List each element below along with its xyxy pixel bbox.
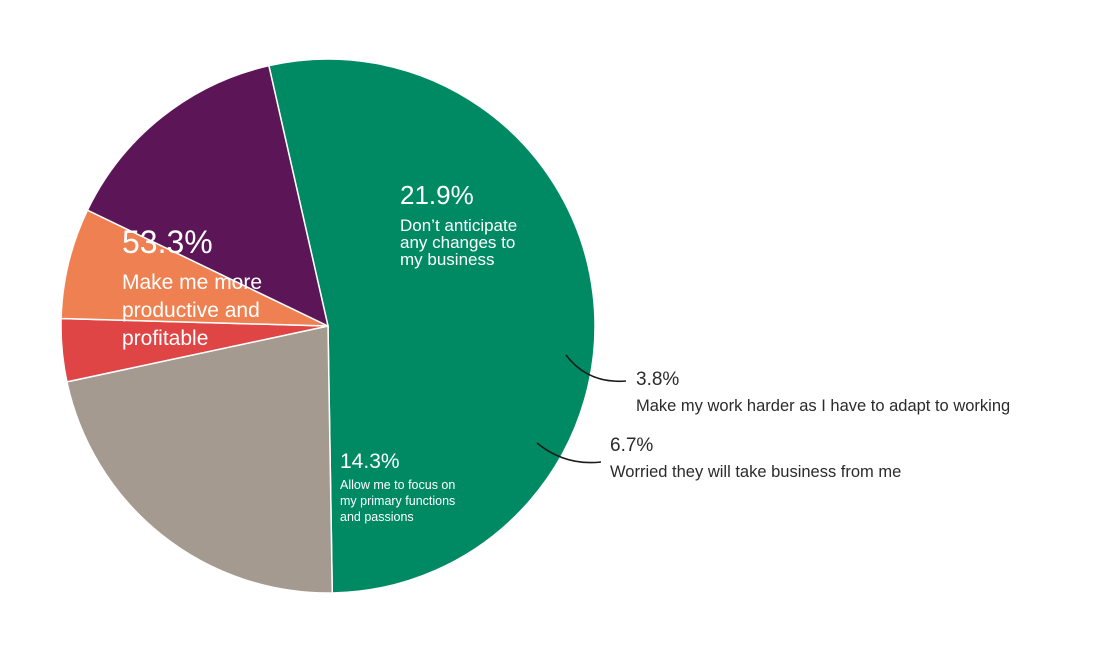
slice-category-label-4-line-1: my primary functions [340, 494, 455, 508]
pie-slice-3 [60, 209, 329, 327]
slice-category-label-4-line-0: Allow me to focus on [340, 478, 455, 492]
leader-lines [536, 354, 627, 464]
slice-percent-label-0: 53.3% [122, 224, 213, 260]
slice-percent-label-2: 3.8% [636, 369, 679, 390]
leader-line-2 [565, 354, 627, 383]
slice-percent-label-3: 6.7% [610, 435, 653, 456]
slice-category-label-2-line-0: Make my work harder as I have to adapt t… [636, 397, 1010, 415]
pie-slice-0 [267, 58, 596, 594]
slice-percent-label-1: 21.9% [400, 180, 474, 210]
slice-category-label-3-line-0: Worried they will take business from me [610, 463, 901, 481]
slice-category-label-0-line-0: Make me more [122, 271, 262, 294]
slice-percent-label-4: 14.3% [340, 450, 400, 473]
slice-category-label-1-line-1: any changes to [400, 233, 515, 252]
slice-category-label-4-line-2: and passions [340, 510, 414, 524]
pie-slice-1 [66, 325, 334, 594]
slice-labels: 53.3% Make me more productive and profitabl… [122, 180, 1010, 524]
pie-slices [60, 58, 596, 594]
pie-slice-4 [86, 64, 330, 328]
slice-category-label-0-line-1: productive and [122, 299, 260, 322]
leader-line-3 [536, 442, 602, 464]
slice-category-label-1-line-0: Don’t anticipate [400, 216, 517, 235]
slice-category-label-1-line-2: my business [400, 250, 494, 269]
slice-category-label-0-line-2: profitable [122, 327, 208, 350]
